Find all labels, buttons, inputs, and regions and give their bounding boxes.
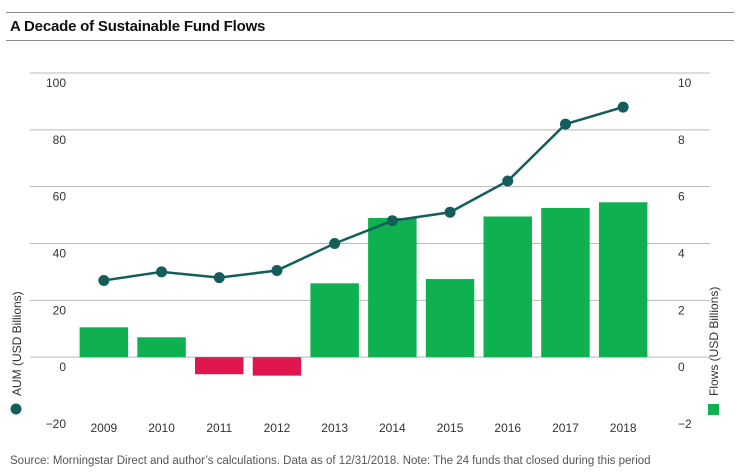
left-tick-label: 20	[53, 303, 67, 317]
chart-title: A Decade of Sustainable Fund Flows	[10, 18, 266, 35]
flow-bar	[252, 357, 302, 376]
right-tick-label: 10	[678, 76, 692, 90]
x-category-label: 2009	[90, 421, 117, 435]
flow-bars	[79, 202, 648, 376]
title-rule	[6, 40, 734, 41]
x-category-label: 2010	[148, 421, 175, 435]
aum-point	[386, 215, 398, 227]
left-axis-ticks: 100 80 60 40 20 0 −20	[46, 76, 67, 431]
flow-bar	[541, 207, 590, 358]
right-tick-label: −2	[678, 417, 692, 431]
left-tick-label: 60	[53, 190, 67, 204]
right-tick-label: 0	[678, 360, 685, 374]
x-category-label: 2018	[610, 421, 637, 435]
left-tick-label: 0	[59, 360, 66, 374]
x-axis-categories: 2009 2010 2011 2012 2013 2014 2015 2016 2017 2018	[90, 421, 636, 435]
aum-point	[502, 175, 514, 187]
aum-line	[98, 101, 629, 286]
x-category-label: 2016	[494, 421, 521, 435]
right-tick-label: 2	[678, 303, 685, 317]
left-tick-label: −20	[46, 417, 67, 431]
aum-point	[156, 266, 168, 278]
aum-point	[559, 118, 571, 130]
aum-point	[329, 238, 341, 249]
right-axis-title: Flows (USD Billions)	[707, 287, 721, 396]
right-tick-label: 6	[678, 190, 685, 204]
axis-labels: AUM (USD Billions) Flows (USD Billions)	[10, 287, 721, 415]
aum-point	[213, 272, 225, 284]
x-category-label: 2015	[437, 421, 464, 435]
left-axis-title: AUM (USD Billions)	[10, 291, 24, 396]
x-category-label: 2013	[321, 421, 348, 435]
right-tick-label: 4	[678, 247, 685, 261]
flow-bar	[598, 202, 648, 358]
left-tick-label: 100	[46, 76, 66, 90]
source-note: Source: Morningstar Direct and author’s …	[10, 455, 651, 467]
flow-bar	[79, 327, 129, 358]
flow-bar	[137, 337, 186, 358]
flow-bar	[483, 216, 532, 358]
left-tick-label: 80	[53, 133, 67, 147]
flow-bar	[425, 279, 475, 358]
right-tick-label: 8	[678, 133, 685, 147]
flow-bar	[195, 357, 244, 375]
top-rule	[6, 12, 734, 13]
flow-bar	[310, 283, 359, 358]
x-category-label: 2017	[552, 421, 579, 435]
right-axis-ticks: 10 8 6 4 2 0 −2	[678, 76, 692, 431]
left-tick-label: 40	[53, 247, 67, 261]
aum-point	[271, 264, 283, 276]
aum-point	[444, 206, 456, 218]
flow-bar	[368, 217, 417, 358]
aum-line-path	[103, 105, 624, 282]
aum-legend-marker	[10, 403, 22, 415]
x-category-label: 2014	[379, 421, 406, 435]
aum-point	[98, 274, 110, 286]
x-category-label: 2011	[206, 421, 232, 435]
flows-legend-marker	[708, 404, 719, 415]
gridlines	[30, 72, 710, 358]
x-category-label: 2012	[264, 421, 291, 435]
aum-point	[617, 101, 629, 113]
